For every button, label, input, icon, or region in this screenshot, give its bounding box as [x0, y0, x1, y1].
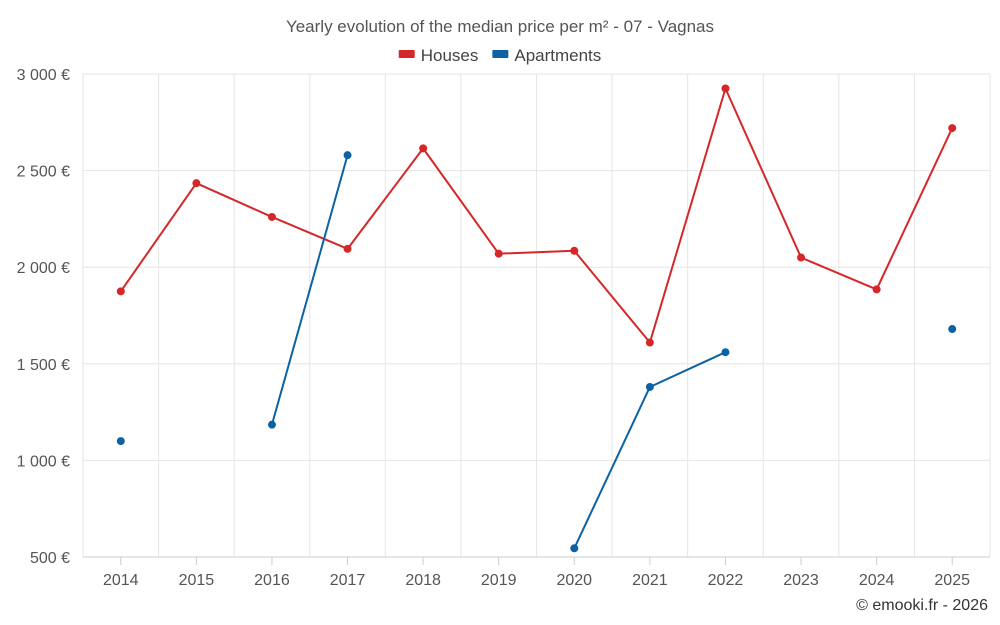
houses-point	[267, 212, 276, 221]
apartments-point	[570, 544, 579, 553]
houses-point	[419, 144, 428, 153]
x-tick-label: 2021	[632, 572, 668, 589]
houses-point	[570, 246, 579, 255]
legend: Houses Apartments	[398, 46, 601, 65]
series-houses	[116, 84, 957, 347]
series-layer	[116, 84, 957, 553]
x-axis-ticks: 2014 2015 2016 2017 2018 2019 2020 2021 2022 2023…	[103, 557, 970, 589]
chart-title: Yearly evolution of the median price per…	[286, 17, 714, 36]
x-tick-label: 2020	[556, 572, 592, 589]
y-tick-label: 1 500 €	[17, 357, 70, 374]
apartments-line-segment	[270, 154, 349, 425]
apartments-point	[343, 151, 352, 160]
houses-point	[343, 244, 352, 253]
x-tick-label: 2022	[708, 572, 744, 589]
houses-point	[948, 124, 957, 133]
houses-point	[192, 179, 201, 188]
legend-item-apartments: Apartments	[492, 46, 601, 65]
y-axis-ticks: 500 € 1 000 € 1 500 € 2 000 € 2 500 € 3 000 €	[17, 67, 70, 567]
legend-swatch-apartments	[492, 50, 509, 58]
houses-point	[872, 285, 881, 294]
x-tick-label: 2025	[934, 572, 970, 589]
y-tick-label: 2 500 €	[17, 164, 70, 181]
houses-line-segment	[119, 87, 954, 344]
x-tick-label: 2015	[179, 572, 215, 589]
series-apartments	[116, 151, 957, 553]
houses-point	[494, 249, 503, 258]
houses-point	[645, 338, 654, 347]
y-tick-label: 3 000 €	[17, 67, 70, 84]
apartments-point	[645, 382, 654, 391]
apartments-point	[948, 325, 957, 334]
x-tick-label: 2014	[103, 572, 139, 589]
houses-point	[721, 84, 730, 93]
x-tick-label: 2024	[859, 572, 895, 589]
x-tick-label: 2023	[783, 572, 819, 589]
y-tick-label: 500 €	[30, 550, 70, 567]
y-tick-label: 1 000 €	[17, 453, 70, 470]
x-tick-label: 2019	[481, 572, 517, 589]
x-gridlines	[82, 74, 991, 557]
x-tick-label: 2016	[254, 572, 290, 589]
apartments-line-segment	[573, 351, 726, 549]
legend-item-houses: Houses	[398, 46, 479, 65]
x-tick-label: 2018	[405, 572, 441, 589]
credit-text: © emooki.fr - 2026	[856, 597, 988, 614]
apartments-point	[721, 348, 730, 357]
apartments-point	[267, 420, 276, 429]
legend-label-apartments: Apartments	[514, 46, 601, 65]
x-tick-label: 2017	[330, 572, 366, 589]
apartments-point	[116, 437, 125, 446]
houses-point	[797, 253, 806, 262]
y-tick-label: 2 000 €	[17, 260, 70, 277]
legend-swatch-houses	[398, 50, 415, 58]
houses-point	[116, 287, 125, 296]
legend-label-houses: Houses	[421, 46, 479, 65]
